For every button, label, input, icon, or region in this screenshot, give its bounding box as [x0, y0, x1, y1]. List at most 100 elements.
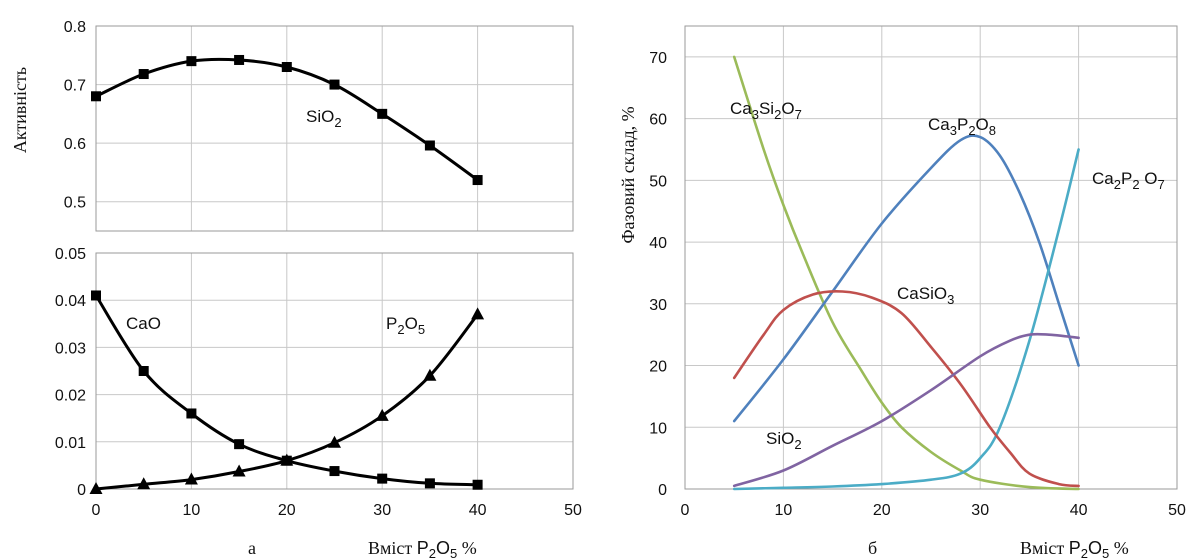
panel-b-x-title-suffix: % [1109, 538, 1129, 558]
x-tick-label: 50 [1168, 502, 1186, 519]
panel-a-bottom-frame [95, 252, 574, 490]
panel-a-bottom-y-ticks: 0 0.01 0.02 0.03 0.04 0.05 [55, 246, 86, 499]
y-tick-label: 60 [649, 112, 667, 129]
ca3p2o8-s1: 3 [950, 123, 957, 138]
y-tick-label: 70 [649, 50, 667, 67]
panel-b-series [732, 55, 1080, 491]
ca2p2o7-s1: 2 [1114, 177, 1121, 192]
y-tick-label: 30 [649, 297, 667, 314]
panel-a-bottom-grid [95, 252, 574, 490]
p2o5-annotation-s1: 2 [397, 322, 404, 337]
sio2-annotation-sub: 2 [334, 115, 341, 130]
sio2-marker [329, 79, 340, 90]
panel-a-top-frame [95, 25, 574, 232]
panel-b-grid [684, 26, 1178, 490]
sio2-marker [424, 140, 435, 151]
y-tick-label: 0.04 [55, 293, 86, 310]
ca2p2o7-t1: Ca [1092, 169, 1114, 188]
sio2-marker [234, 54, 245, 65]
panel-a-x-axis-title: Вміст P2O5 % [368, 538, 477, 558]
panel-a-top-y-axis-title: Активність [10, 67, 30, 153]
sio2-marker [91, 91, 101, 102]
p2o5-marker [232, 464, 246, 477]
panel-b-x-axis-title: Вміст P2O5 % [1020, 538, 1129, 558]
panel-a-x-title-t2: O [436, 538, 450, 558]
p2o5-marker [280, 453, 294, 466]
panel-a-bottom: 00.010.020.030.040.05 0 10 20 30 40 50 CaO P2… [55, 246, 582, 558]
x-tick-label: 40 [1070, 502, 1088, 519]
sio2-marker [138, 69, 149, 80]
y-tick-label: 20 [649, 359, 667, 376]
panel-b-x-title-s2: 5 [1102, 546, 1109, 558]
y-tick-label: 0.02 [55, 388, 86, 405]
ca3si2o7-s3: 7 [795, 107, 802, 122]
panel-a-top: 0.5 0.6 0.7 0.8 Активність SiO2 [10, 19, 574, 232]
panel-b-x-ticks: 0 10 20 30 40 50 [681, 502, 1186, 519]
y-tick-label: 0 [658, 482, 667, 499]
y-tick-label: 0.01 [55, 435, 86, 452]
panel-a-x-title-t1: P [417, 538, 429, 558]
p2o5-marker [423, 368, 437, 381]
cao-marker [424, 478, 435, 489]
p2o5-marker [375, 408, 389, 421]
panel-b-frame [684, 25, 1178, 490]
cao-marker [186, 408, 197, 419]
panel-b: 0 10 20 30 40 50 60 70 0 10 20 30 40 50 Фазовий скла… [618, 25, 1186, 558]
ca3p2o8-t1: Ca [928, 115, 950, 134]
casio3-s1: 3 [947, 292, 954, 307]
x-tick-label: 0 [92, 502, 101, 519]
p2o5-annotation-t1: P [386, 314, 397, 333]
p2o5-marker [137, 477, 151, 490]
panel-b-x-title-s1: 2 [1081, 546, 1088, 558]
sio2-marker [472, 175, 483, 186]
y-tick-label: 0.05 [55, 246, 86, 263]
y-tick-label: 0 [77, 482, 86, 499]
ca2p2o7-line [732, 148, 1080, 491]
ca3p2o8-annotation: Ca3P2O8 [928, 115, 996, 138]
sio2-b-s1: 2 [794, 437, 801, 452]
ca3si2o7-s2: 2 [774, 107, 781, 122]
ca3si2o7-line [732, 55, 1080, 491]
ca3si2o7-annotation: Ca3Si2O7 [730, 99, 802, 122]
sio2-line [732, 332, 1080, 488]
panel-a-bottom-series [89, 290, 485, 494]
x-tick-label: 30 [373, 502, 391, 519]
cao-marker [138, 366, 149, 376]
casio3-t1: CaSiO [897, 284, 947, 303]
cao-marker [91, 290, 101, 301]
x-tick-label: 20 [873, 502, 891, 519]
sio2-marker [377, 108, 388, 119]
y-tick-label: 0.7 [64, 78, 86, 95]
cao-marker [329, 466, 340, 477]
ca3si2o7-t1: Ca [730, 99, 752, 118]
panel-b-x-title-t2: O [1088, 538, 1102, 558]
p2o5-marker [328, 435, 341, 448]
y-tick-label: 0.03 [55, 340, 86, 357]
panel-a-x-title-prefix: Вміст [368, 538, 417, 558]
y-tick-label: 0.6 [64, 136, 86, 153]
panel-a-top-series [91, 54, 483, 186]
cao-annotation: CaO [126, 314, 161, 333]
p2o5-marker [184, 472, 198, 485]
p2o5-annotation: P2O5 [386, 314, 425, 337]
sio2-b-annotation: SiO2 [766, 429, 802, 452]
ca3si2o7-t3: O [781, 99, 794, 118]
ca3p2o8-s3: 8 [989, 123, 996, 138]
sio2-annotation: SiO2 [306, 107, 342, 130]
sio2-b-t1: SiO [766, 429, 794, 448]
panel-a-x-title-s2: 5 [450, 546, 457, 558]
ca2p2o7-s2: 2 [1132, 177, 1139, 192]
panel-b-caption: б [868, 538, 877, 558]
panel-a-top-y-ticks: 0.5 0.6 0.7 0.8 [64, 19, 86, 212]
x-tick-label: 30 [971, 502, 989, 519]
ca3si2o7-s1: 3 [752, 107, 759, 122]
p2o5-annotation-s2: 5 [418, 322, 425, 337]
panel-a-x-title-suffix: % [457, 538, 477, 558]
ca3p2o8-t2: P [957, 115, 968, 134]
y-tick-label: 0.8 [64, 19, 86, 36]
panel-a-caption: а [248, 538, 256, 558]
ca3si2o7-t2: Si [759, 99, 774, 118]
x-tick-label: 10 [775, 502, 793, 519]
panel-b-x-title-prefix: Вміст [1020, 538, 1069, 558]
